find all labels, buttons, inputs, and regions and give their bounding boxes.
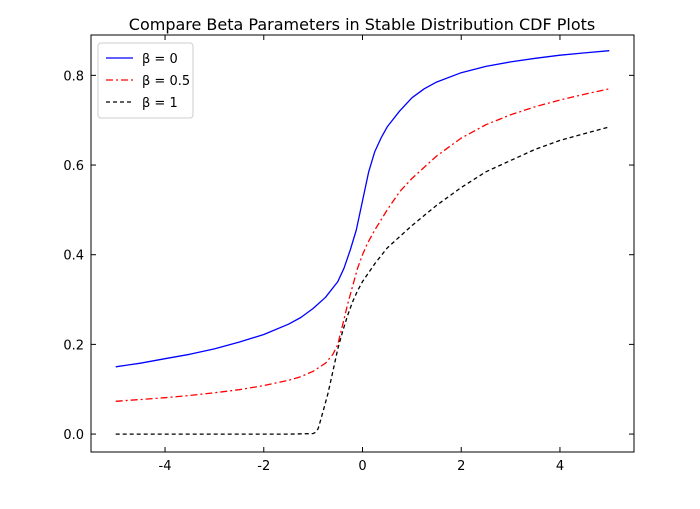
series-layer — [115, 50, 610, 435]
plot-frame — [90, 34, 635, 453]
series-line-0 — [115, 50, 610, 368]
legend: β = 0 β = 0.5 β = 1 — [97, 42, 194, 119]
y-tick-label: 0.8 — [63, 69, 84, 84]
chart-title: Compare Beta Parameters in Stable Distri… — [129, 15, 595, 34]
legend-label-0: β = 0 — [142, 52, 178, 67]
series-line-2 — [115, 126, 610, 435]
series-line-1 — [115, 88, 610, 402]
x-tick-label: 0 — [358, 459, 366, 474]
ticks-layer: -4 -2 0 2 4 0.0 0.2 0.4 0.6 0.8 — [63, 35, 634, 474]
y-tick-label: 0.0 — [63, 428, 84, 443]
y-tick-label: 0.6 — [63, 159, 84, 174]
legend-box — [97, 42, 194, 119]
x-tick-label: 2 — [457, 459, 465, 474]
x-tick-label: -2 — [257, 459, 270, 474]
x-tick-label: 4 — [556, 459, 564, 474]
y-tick-label: 0.4 — [63, 249, 84, 264]
y-tick-label: 0.2 — [63, 338, 84, 353]
legend-label-1: β = 0.5 — [142, 74, 190, 89]
legend-label-2: β = 1 — [142, 96, 178, 111]
x-tick-label: -4 — [159, 459, 172, 474]
